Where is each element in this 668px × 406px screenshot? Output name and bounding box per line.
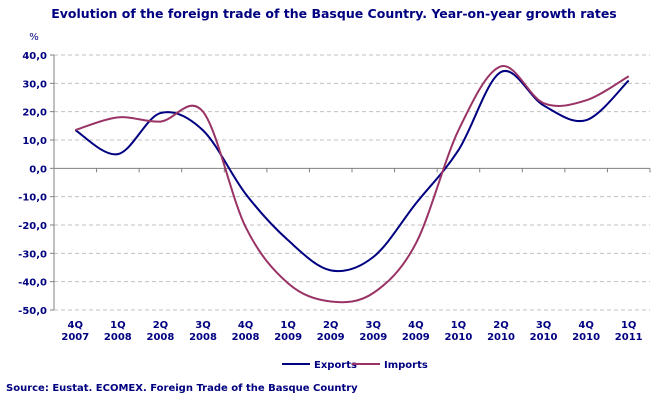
y-tick-label: 10,0 bbox=[22, 136, 47, 147]
series-line-imports bbox=[74, 65, 630, 304]
x-tick-label: 2010 bbox=[487, 332, 515, 343]
x-tick-label: 4Q bbox=[238, 320, 253, 331]
x-tick-label: 2009 bbox=[359, 332, 387, 343]
x-tick-label: 2008 bbox=[147, 332, 175, 343]
legend-label: Exports bbox=[314, 360, 357, 371]
chart-title: Evolution of the foreign trade of the Ba… bbox=[51, 6, 617, 21]
x-tick-label: 1Q bbox=[451, 320, 466, 331]
y-tick-label: 30,0 bbox=[22, 79, 47, 90]
y-tick-label: 20,0 bbox=[22, 108, 47, 119]
x-tick-label: 2010 bbox=[572, 332, 600, 343]
x-tick-label: 2008 bbox=[104, 332, 132, 343]
x-tick-label: 4Q bbox=[408, 320, 423, 331]
y-tick-label: -10,0 bbox=[18, 193, 47, 204]
x-tick-label: 2008 bbox=[232, 332, 260, 343]
x-tick-label: 2007 bbox=[61, 332, 89, 343]
x-tick-label: 4Q bbox=[578, 320, 593, 331]
x-tick-label: 1Q bbox=[621, 320, 636, 331]
y-tick-label: 0,0 bbox=[29, 164, 47, 175]
series-line-exports bbox=[74, 69, 630, 273]
x-tick-label: 2Q bbox=[153, 320, 168, 331]
x-tick-label: 2Q bbox=[493, 320, 508, 331]
x-tick-label: 1Q bbox=[280, 320, 295, 331]
x-tick-label: 4Q bbox=[68, 320, 83, 331]
x-tick-label: 2Q bbox=[323, 320, 338, 331]
x-tick-label: 3Q bbox=[195, 320, 210, 331]
y-tick-label: 40,0 bbox=[22, 51, 47, 62]
legend-label: Imports bbox=[384, 360, 428, 371]
y-tick-label: -20,0 bbox=[18, 221, 47, 232]
x-tick-label: 2010 bbox=[445, 332, 473, 343]
x-tick-label: 3Q bbox=[536, 320, 551, 331]
line-chart: % 40,0 30,0 20,0 10,0 0,0 -10,0 -20,0 -30,0 -40,0… bbox=[18, 32, 651, 371]
x-tick-label: 1Q bbox=[110, 320, 125, 331]
y-tick-label: -30,0 bbox=[18, 249, 47, 260]
x-tick-label: 2009 bbox=[317, 332, 345, 343]
y-axis-label: % bbox=[29, 32, 39, 43]
x-tick-label: 2010 bbox=[530, 332, 558, 343]
x-tick-label: 2009 bbox=[274, 332, 302, 343]
x-tick-label: 2011 bbox=[615, 332, 643, 343]
x-tick-label: 3Q bbox=[366, 320, 381, 331]
x-tick-label: 2008 bbox=[189, 332, 217, 343]
source-note: Source: Eustat. ECOMEX. Foreign Trade of… bbox=[6, 383, 358, 394]
y-tick-label: -40,0 bbox=[18, 278, 47, 289]
x-tick-label: 2009 bbox=[402, 332, 430, 343]
y-tick-label: -50,0 bbox=[18, 306, 47, 317]
